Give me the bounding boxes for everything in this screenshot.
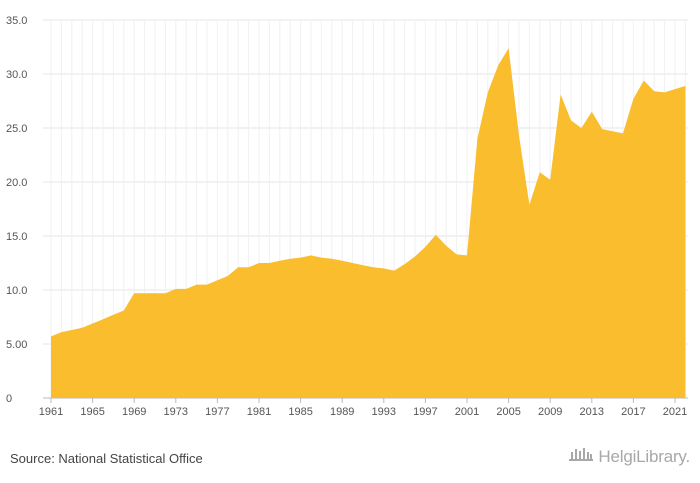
x-tick-label: 2021 xyxy=(663,406,687,418)
x-tick-label: 1981 xyxy=(247,406,271,418)
y-tick-label: 30.0 xyxy=(6,69,27,81)
source-note: Source: National Statistical Office xyxy=(10,451,203,466)
x-tick-label: 1989 xyxy=(330,406,354,418)
library-building-icon xyxy=(568,446,594,467)
x-tick-label: 2013 xyxy=(580,406,604,418)
x-tick-label: 1993 xyxy=(372,406,396,418)
chart-footer: Source: National Statistical Office Helg… xyxy=(0,440,700,483)
x-tick-label: 1969 xyxy=(122,406,146,418)
x-tick-label: 1997 xyxy=(413,406,437,418)
axes xyxy=(43,397,688,403)
x-tick-label: 1985 xyxy=(288,406,312,418)
x-tick-label: 1965 xyxy=(80,406,104,418)
y-tick-label: 10.0 xyxy=(6,285,27,297)
x-tick-label: 2017 xyxy=(621,406,645,418)
helgilibrary-logo[interactable]: HelgiLibrary. xyxy=(568,446,690,467)
y-axis-labels: 0 5.00 10.0 15.0 20.0 25.0 30.0 35.0 xyxy=(6,15,27,405)
y-tick-label: 20.0 xyxy=(6,177,27,189)
y-tick-label: 25.0 xyxy=(6,123,27,135)
x-tick-label: 1973 xyxy=(164,406,188,418)
x-tick-label: 1961 xyxy=(39,406,63,418)
x-axis-labels: 1961 1965 1969 1973 1977 1981 1985 1989 1993 1997… xyxy=(39,406,687,418)
y-tick-label: 15.0 xyxy=(6,231,27,243)
y-tick-label: 5.00 xyxy=(6,339,27,351)
x-tick-label: 2005 xyxy=(496,406,520,418)
brand-name: HelgiLibrary. xyxy=(598,446,690,466)
x-tick-label: 2001 xyxy=(455,406,479,418)
y-tick-label: 35.0 xyxy=(6,15,27,27)
series-area xyxy=(51,48,686,398)
y-tick-label: 0 xyxy=(6,393,12,405)
x-tick-label: 2009 xyxy=(538,406,562,418)
series-area-layer xyxy=(51,48,686,398)
x-tick-label: 1977 xyxy=(205,406,229,418)
